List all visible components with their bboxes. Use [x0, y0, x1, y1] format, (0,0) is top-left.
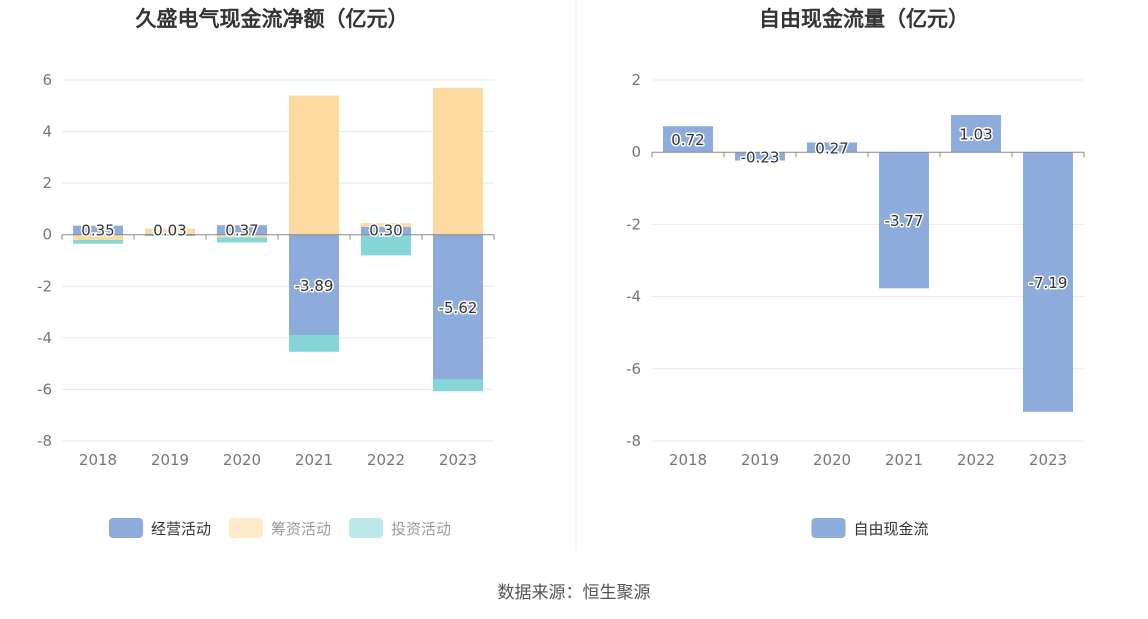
bar-投资活动-2022	[361, 234, 411, 256]
y-tick-label: -2	[37, 277, 52, 295]
legend-item-经营活动: 经营活动	[109, 518, 211, 538]
legend-item-筹资活动: 筹资活动	[229, 518, 331, 538]
data-label: 0.37	[225, 222, 258, 240]
legend-label: 经营活动	[151, 520, 211, 538]
bar-经营活动-2021	[289, 234, 339, 336]
data-label: -0.23	[741, 148, 780, 166]
bar-筹资活动-2022	[361, 223, 411, 227]
bar-自由现金流-2019	[735, 152, 785, 161]
y-tick-label: 2	[631, 71, 641, 89]
bar-自由现金流-2022	[951, 115, 1001, 153]
y-tick-label: -8	[626, 432, 641, 450]
legend-swatch	[349, 518, 383, 538]
cashflow-net-chart: 久盛电气现金流净额（亿元） 6 4 2 0 -2 -4 -6 -8 2018 2019 2020 202…	[37, 7, 495, 538]
bar-经营活动-2022	[361, 226, 411, 235]
x-tick-label: 2022	[957, 451, 995, 469]
bar-自由现金流-2021	[879, 152, 929, 289]
bar-投资活动-2018	[73, 239, 123, 244]
data-source-note: 数据来源：恒生聚源	[497, 583, 651, 603]
x-tick-label: 2018	[669, 451, 707, 469]
bar-筹资活动-2019	[145, 228, 195, 234]
bar-筹资活动-2020	[217, 234, 267, 238]
x-tick-label: 2021	[885, 451, 923, 469]
data-label: 0.27	[815, 139, 848, 157]
x-tick-label: 2019	[741, 451, 779, 469]
data-label: 0.03	[153, 222, 186, 240]
x-tick-label: 2023	[1029, 451, 1067, 469]
legend-label: 筹资活动	[271, 520, 331, 538]
legend-swatch	[811, 518, 846, 538]
data-label: -3.77	[885, 212, 924, 230]
bar-投资活动-2021	[289, 335, 339, 352]
x-tick-label: 2020	[223, 451, 261, 469]
bar-筹资活动-2021	[289, 95, 339, 235]
chart-title: 久盛电气现金流净额（亿元）	[136, 7, 409, 31]
y-tick-label: -6	[37, 380, 52, 398]
data-label: 0.30	[369, 222, 402, 240]
y-tick-label: -4	[626, 288, 641, 306]
x-tick-label: 2018	[79, 451, 117, 469]
data-label: -3.89	[295, 277, 334, 295]
y-tick-label: 0	[631, 143, 641, 161]
y-tick-label: 4	[42, 123, 52, 141]
x-tick-label: 2020	[813, 451, 851, 469]
data-label: 1.03	[959, 126, 992, 144]
bar-自由现金流-2018	[663, 126, 713, 153]
data-label: -7.19	[1029, 274, 1068, 292]
y-tick-label: 0	[42, 226, 52, 244]
legend-item-自由现金流: 自由现金流	[811, 518, 929, 538]
bar-自由现金流-2023	[1023, 152, 1073, 412]
legend-label: 投资活动	[391, 520, 451, 538]
x-tick-label: 2019	[151, 451, 189, 469]
free-cashflow-chart: 自由现金流量（亿元） 2 0 -2 -4 -6 -8 2018 2019 2020 2021 2022…	[626, 7, 1085, 538]
legend-swatch	[229, 518, 263, 538]
legend-label: 自由现金流	[854, 520, 929, 538]
x-tick-label: 2022	[367, 451, 405, 469]
data-label: 0.35	[81, 222, 114, 240]
bar-投资活动-2020	[217, 237, 267, 243]
legend-swatch	[109, 518, 143, 538]
bar-筹资活动-2018	[73, 234, 123, 240]
bar-筹资活动-2023	[433, 87, 483, 235]
legend-item-投资活动: 投资活动	[349, 518, 451, 538]
y-tick-label: -2	[626, 215, 641, 233]
chart-title: 自由现金流量（亿元）	[759, 7, 969, 31]
bar-投资活动-2019	[145, 234, 195, 237]
y-tick-label: -8	[37, 432, 52, 450]
bar-经营活动-2020	[217, 225, 267, 235]
bar-自由现金流-2020	[807, 142, 857, 153]
x-tick-label: 2023	[439, 451, 477, 469]
y-tick-label: -4	[37, 329, 52, 347]
bar-经营活动-2018	[73, 225, 123, 235]
data-label: 0.72	[671, 131, 704, 149]
bar-经营活动-2023	[433, 234, 483, 380]
y-tick-label: 2	[42, 174, 52, 192]
y-tick-label: -6	[626, 360, 641, 378]
bar-投资活动-2023	[433, 379, 483, 392]
x-tick-label: 2021	[295, 451, 333, 469]
data-label: -5.62	[439, 299, 478, 317]
y-tick-label: 6	[42, 71, 52, 89]
